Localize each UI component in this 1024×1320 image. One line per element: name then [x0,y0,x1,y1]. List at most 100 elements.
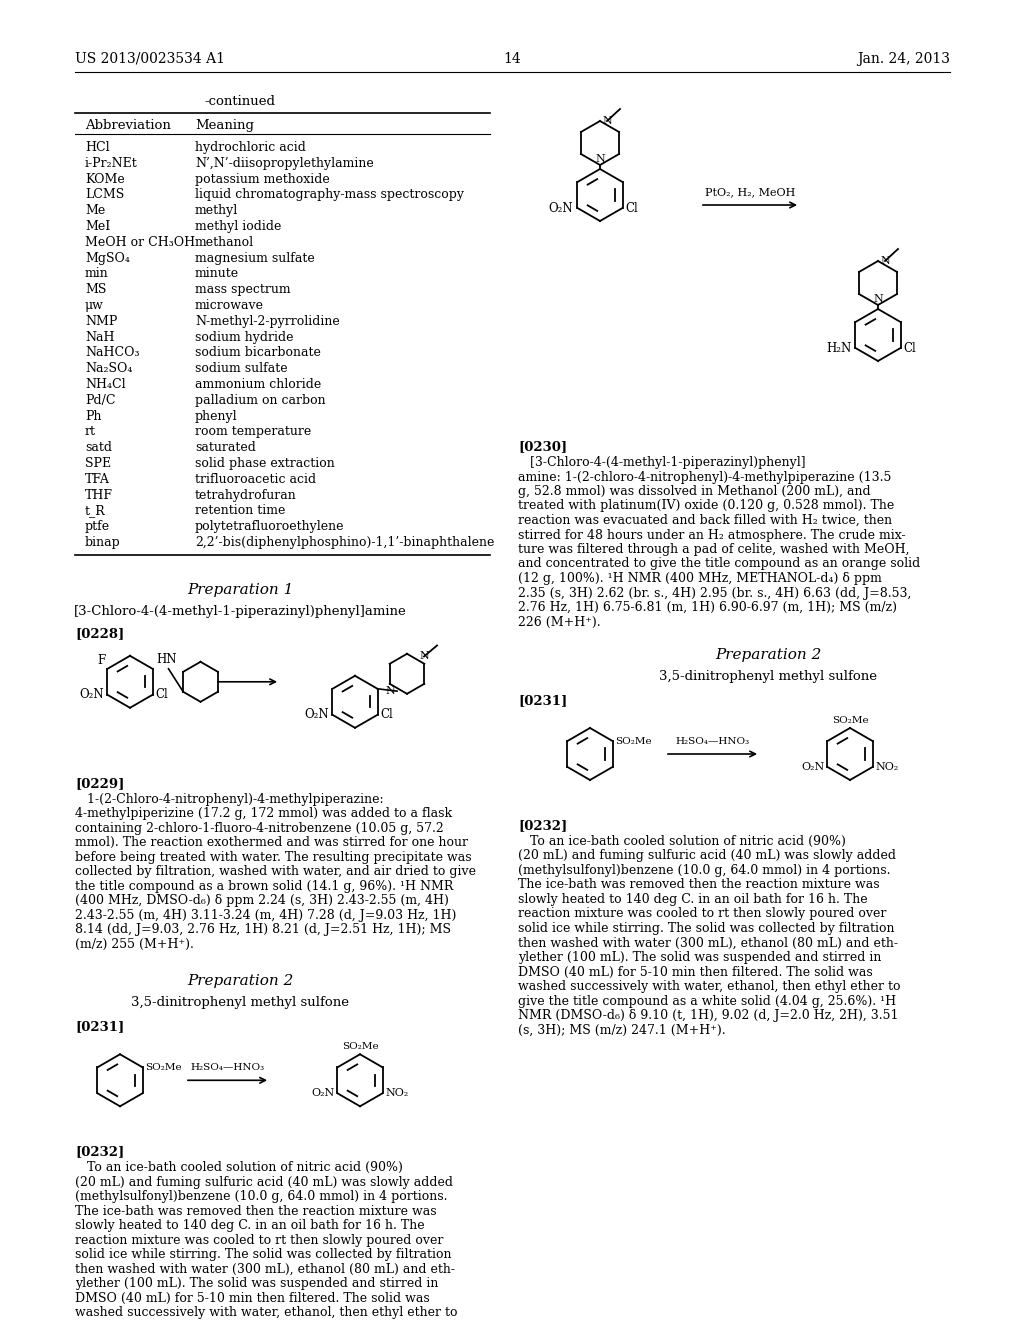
Text: (methylsulfonyl)benzene (10.0 g, 64.0 mmol) in 4 portions.: (methylsulfonyl)benzene (10.0 g, 64.0 mm… [75,1191,447,1204]
Text: H₂N: H₂N [826,342,852,355]
Text: Abbreviation: Abbreviation [85,119,171,132]
Text: then washed with water (300 mL), ethanol (80 mL) and eth-: then washed with water (300 mL), ethanol… [75,1263,455,1276]
Text: (12 g, 100%). ¹H NMR (400 MHz, METHANOL-d₄) δ ppm: (12 g, 100%). ¹H NMR (400 MHz, METHANOL-… [518,572,882,585]
Text: [0231]: [0231] [518,694,567,708]
Text: 2.43-2.55 (m, 4H) 3.11-3.24 (m, 4H) 7.28 (d, J=9.03 Hz, 1H): 2.43-2.55 (m, 4H) 3.11-3.24 (m, 4H) 7.28… [75,908,457,921]
Text: slowly heated to 140 deg C. in an oil bath for 16 h. The: slowly heated to 140 deg C. in an oil ba… [518,894,867,906]
Text: O₂N: O₂N [80,688,104,701]
Text: ylether (100 mL). The solid was suspended and stirred in: ylether (100 mL). The solid was suspende… [75,1278,438,1290]
Text: t_R: t_R [85,504,105,517]
Text: Cl: Cl [626,202,638,214]
Text: To an ice-bath cooled solution of nitric acid (90%): To an ice-bath cooled solution of nitric… [518,836,846,847]
Text: trifluoroacetic acid: trifluoroacetic acid [195,473,316,486]
Text: retention time: retention time [195,504,286,517]
Text: Cl: Cl [381,709,393,721]
Text: palladium on carbon: palladium on carbon [195,393,326,407]
Text: NH₄Cl: NH₄Cl [85,378,126,391]
Text: SPE: SPE [85,457,112,470]
Text: ammonium chloride: ammonium chloride [195,378,322,391]
Text: hydrochloric acid: hydrochloric acid [195,141,306,154]
Text: H₂SO₄—HNO₃: H₂SO₄—HNO₃ [190,1064,264,1072]
Text: 226 (M+H⁺).: 226 (M+H⁺). [518,615,601,628]
Text: [0229]: [0229] [75,776,124,789]
Text: solid ice while stirring. The solid was collected by filtration: solid ice while stirring. The solid was … [75,1249,452,1262]
Text: 3,5-dinitrophenyl methyl sulfone: 3,5-dinitrophenyl methyl sulfone [131,997,349,1010]
Text: (400 MHz, DMSO-d₆) δ ppm 2.24 (s, 3H) 2.43-2.55 (m, 4H): (400 MHz, DMSO-d₆) δ ppm 2.24 (s, 3H) 2.… [75,895,449,907]
Text: μw: μw [85,300,103,312]
Text: ylether (100 mL). The solid was suspended and stirred in: ylether (100 mL). The solid was suspende… [518,950,882,964]
Text: NMP: NMP [85,314,118,327]
Text: (20 mL) and fuming sulfuric acid (40 mL) was slowly added: (20 mL) and fuming sulfuric acid (40 mL)… [75,1176,453,1189]
Text: DMSO (40 mL) for 5-10 min then filtered. The solid was: DMSO (40 mL) for 5-10 min then filtered.… [75,1292,430,1304]
Text: N: N [602,116,611,125]
Text: polytetrafluoroethylene: polytetrafluoroethylene [195,520,344,533]
Text: MS: MS [85,284,106,296]
Text: (methylsulfonyl)benzene (10.0 g, 64.0 mmol) in 4 portions.: (methylsulfonyl)benzene (10.0 g, 64.0 mm… [518,865,891,876]
Text: g, 52.8 mmol) was dissolved in Methanol (200 mL), and: g, 52.8 mmol) was dissolved in Methanol … [518,484,870,498]
Text: N: N [873,294,883,304]
Text: NaH: NaH [85,330,115,343]
Text: -continued: -continued [205,95,275,108]
Text: collected by filtration, washed with water, and air dried to give: collected by filtration, washed with wat… [75,866,476,878]
Text: Pd/C: Pd/C [85,393,116,407]
Text: phenyl: phenyl [195,409,238,422]
Text: H₂SO₄—HNO₃: H₂SO₄—HNO₃ [676,737,750,746]
Text: 1-(2-Chloro-4-nitrophenyl)-4-methylpiperazine:: 1-(2-Chloro-4-nitrophenyl)-4-methylpiper… [75,793,384,805]
Text: PtO₂, H₂, MeOH: PtO₂, H₂, MeOH [705,187,796,197]
Text: tetrahydrofuran: tetrahydrofuran [195,488,297,502]
Text: N-methyl-2-pyrrolidine: N-methyl-2-pyrrolidine [195,314,340,327]
Text: N: N [385,686,395,696]
Text: O₂N: O₂N [549,202,573,214]
Text: washed successively with water, ethanol, then ethyl ether to: washed successively with water, ethanol,… [518,979,900,993]
Text: NMR (DMSO-d₆) δ 9.10 (t, 1H), 9.02 (d, J=2.0 Hz, 2H), 3.51: NMR (DMSO-d₆) δ 9.10 (t, 1H), 9.02 (d, J… [518,1008,898,1022]
Text: US 2013/0023534 A1: US 2013/0023534 A1 [75,51,225,66]
Text: potassium methoxide: potassium methoxide [195,173,330,186]
Text: min: min [85,268,109,280]
Text: 2,2’-bis(diphenylphosphino)-1,1’-binaphthalene: 2,2’-bis(diphenylphosphino)-1,1’-binapht… [195,536,495,549]
Text: reaction mixture was cooled to rt then slowly poured over: reaction mixture was cooled to rt then s… [518,908,887,920]
Text: (s, 3H); MS (m/z) 247.1 (M+H⁺).: (s, 3H); MS (m/z) 247.1 (M+H⁺). [518,1023,726,1036]
Text: mmol). The reaction exothermed and was stirred for one hour: mmol). The reaction exothermed and was s… [75,837,468,849]
Text: SO₂Me: SO₂Me [831,715,868,725]
Text: O₂N: O₂N [311,1088,335,1098]
Text: F: F [97,653,105,667]
Text: Preparation 1: Preparation 1 [186,583,293,597]
Text: The ice-bath was removed then the reaction mixture was: The ice-bath was removed then the reacti… [518,879,880,891]
Text: NO₂: NO₂ [876,762,899,772]
Text: methyl: methyl [195,205,239,218]
Text: (20 mL) and fuming sulfuric acid (40 mL) was slowly added: (20 mL) and fuming sulfuric acid (40 mL)… [518,850,896,862]
Text: Na₂SO₄: Na₂SO₄ [85,362,132,375]
Text: Preparation 2: Preparation 2 [186,974,293,989]
Text: reaction mixture was cooled to rt then slowly poured over: reaction mixture was cooled to rt then s… [75,1234,443,1247]
Text: i-Pr₂NEt: i-Pr₂NEt [85,157,138,170]
Text: MeI: MeI [85,220,111,234]
Text: then washed with water (300 mL), ethanol (80 mL) and eth-: then washed with water (300 mL), ethanol… [518,936,898,949]
Text: LCMS: LCMS [85,189,124,202]
Text: NaHCO₃: NaHCO₃ [85,346,139,359]
Text: To an ice-bath cooled solution of nitric acid (90%): To an ice-bath cooled solution of nitric… [75,1162,402,1175]
Text: HN: HN [157,653,177,665]
Text: 14: 14 [503,51,521,66]
Text: [0231]: [0231] [75,1020,124,1034]
Text: O₂N: O₂N [801,762,824,772]
Text: slowly heated to 140 deg C. in an oil bath for 16 h. The: slowly heated to 140 deg C. in an oil ba… [75,1220,425,1233]
Text: and concentrated to give the title compound as an orange solid: and concentrated to give the title compo… [518,557,921,570]
Text: before being treated with water. The resulting precipitate was: before being treated with water. The res… [75,851,472,863]
Text: SO₂Me: SO₂Me [145,1063,182,1072]
Text: washed successively with water, ethanol, then ethyl ether to: washed successively with water, ethanol,… [75,1307,458,1319]
Text: solid phase extraction: solid phase extraction [195,457,335,470]
Text: 3,5-dinitrophenyl methyl sulfone: 3,5-dinitrophenyl methyl sulfone [659,671,877,682]
Text: TFA: TFA [85,473,110,486]
Text: binap: binap [85,536,121,549]
Text: microwave: microwave [195,300,264,312]
Text: the title compound as a brown solid (14.1 g, 96%). ¹H NMR: the title compound as a brown solid (14.… [75,880,454,892]
Text: Me: Me [85,205,105,218]
Text: DMSO (40 mL) for 5-10 min then filtered. The solid was: DMSO (40 mL) for 5-10 min then filtered.… [518,965,872,978]
Text: KOMe: KOMe [85,173,125,186]
Text: sodium hydride: sodium hydride [195,330,294,343]
Text: amine: 1-(2-chloro-4-nitrophenyl)-4-methylpiperazine (13.5: amine: 1-(2-chloro-4-nitrophenyl)-4-meth… [518,470,891,483]
Text: Ph: Ph [85,409,101,422]
Text: mass spectrum: mass spectrum [195,284,291,296]
Text: [0230]: [0230] [518,440,567,453]
Text: treated with platinum(IV) oxide (0.120 g, 0.528 mmol). The: treated with platinum(IV) oxide (0.120 g… [518,499,894,512]
